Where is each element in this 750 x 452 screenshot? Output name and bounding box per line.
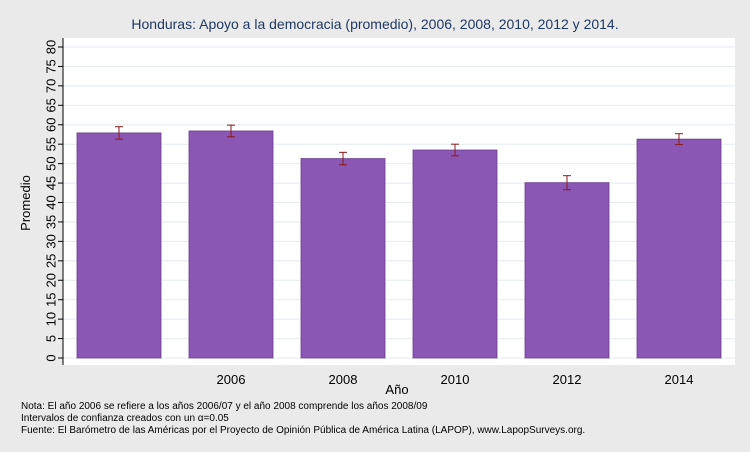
y-tick-label: 35 bbox=[44, 215, 59, 229]
bar-layer bbox=[76, 130, 722, 359]
bar bbox=[412, 149, 498, 359]
x-axis-label: Año bbox=[385, 382, 408, 397]
bar bbox=[300, 158, 386, 359]
x-tick-label: 2010 bbox=[441, 372, 470, 387]
y-tick-label: 5 bbox=[44, 335, 59, 342]
y-tick-label: 30 bbox=[44, 234, 59, 248]
grid-layer bbox=[63, 46, 735, 359]
y-tick-label: 10 bbox=[44, 312, 59, 326]
bar bbox=[188, 130, 274, 359]
y-axis-label: Promedio bbox=[18, 175, 33, 231]
x-tick-label: 2006 bbox=[217, 372, 246, 387]
chart-title: Honduras: Apoyo a la democracia (promedi… bbox=[131, 16, 619, 32]
y-tick-label: 15 bbox=[44, 292, 59, 306]
y-tick-label: 20 bbox=[44, 273, 59, 287]
y-tick-label: 60 bbox=[44, 118, 59, 132]
x-tick-layer: 2006 2008 2010 2012 2014 bbox=[217, 372, 694, 387]
chart-notes: Nota: El año 2006 se refiere a los años … bbox=[21, 401, 585, 437]
bar bbox=[524, 182, 610, 359]
source-line: Fuente: El Barómetro de las Américas por… bbox=[21, 425, 586, 436]
y-tick-label: 70 bbox=[44, 79, 59, 93]
bar bbox=[76, 132, 162, 359]
note-line-2: Intervalos de confianza creados con un α… bbox=[21, 413, 229, 424]
error-bar-layer bbox=[115, 124, 683, 191]
y-tick-label: 0 bbox=[44, 354, 59, 361]
bar bbox=[636, 138, 722, 359]
y-tick-layer: 0 5 10 15 20 25 30 35 40 45 50 55 60 65 70 75 80 bbox=[44, 40, 63, 362]
y-tick-label: 50 bbox=[44, 156, 59, 170]
y-tick-label: 45 bbox=[44, 176, 59, 190]
y-tick-label: 65 bbox=[44, 98, 59, 112]
y-tick-label: 75 bbox=[44, 59, 59, 73]
plot-background bbox=[63, 38, 735, 365]
y-tick-label: 25 bbox=[44, 254, 59, 268]
y-tick-label: 55 bbox=[44, 137, 59, 151]
y-tick-label: 40 bbox=[44, 195, 59, 209]
note-line-1: Nota: El año 2006 se refiere a los años … bbox=[21, 401, 428, 412]
y-tick-label: 80 bbox=[44, 40, 59, 54]
x-tick-label: 2008 bbox=[329, 372, 358, 387]
x-tick-label: 2014 bbox=[665, 372, 694, 387]
x-tick-label: 2012 bbox=[553, 372, 582, 387]
